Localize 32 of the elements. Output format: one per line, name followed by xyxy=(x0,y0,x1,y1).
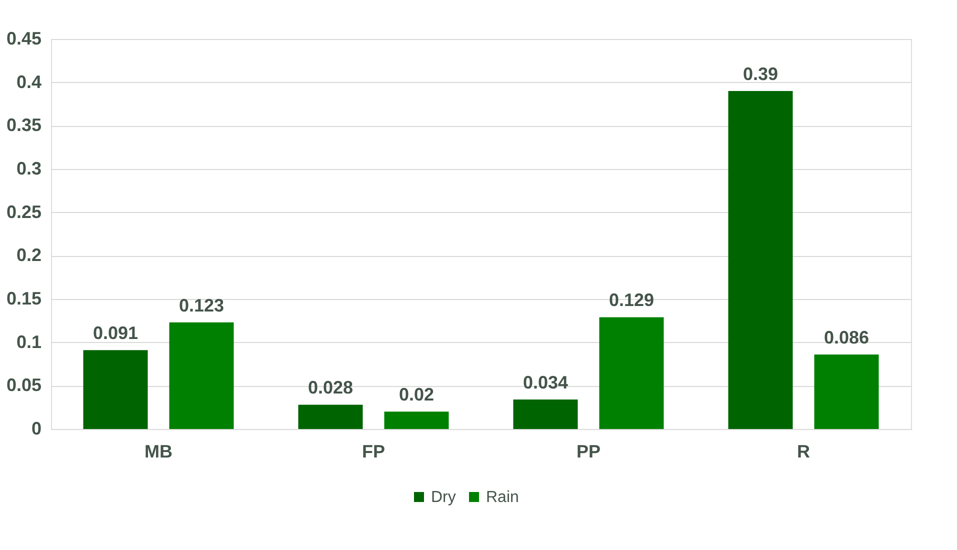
y-tick-label: 0.4 xyxy=(16,72,42,92)
data-label: 0.034 xyxy=(522,372,568,393)
x-tick-label: MB xyxy=(144,442,172,462)
y-tick-label: 0.3 xyxy=(16,158,42,178)
x-tick-label: PP xyxy=(576,442,601,462)
bar xyxy=(298,404,363,429)
y-tick-label: 0 xyxy=(31,418,42,438)
x-tick-label: FP xyxy=(362,442,386,462)
y-tick-label: 0.25 xyxy=(6,202,42,222)
x-tick-label: R xyxy=(797,442,810,462)
y-tick-label: 0.05 xyxy=(6,375,42,396)
data-label: 0.02 xyxy=(398,384,434,405)
data-label: 0.028 xyxy=(308,378,354,398)
bar xyxy=(599,317,664,429)
data-label: 0.086 xyxy=(824,327,870,348)
y-tick-label: 0.2 xyxy=(16,245,42,266)
data-label: 0.123 xyxy=(178,295,224,316)
y-tick-label: 0.15 xyxy=(6,288,42,308)
data-label: 0.129 xyxy=(608,290,654,310)
data-label: 0.39 xyxy=(742,64,778,84)
bar xyxy=(169,322,234,429)
legend-label: Dry xyxy=(431,489,456,506)
bar xyxy=(384,412,449,429)
bar xyxy=(83,350,148,429)
data-label: 0.091 xyxy=(92,323,138,344)
legend-label: Rain xyxy=(486,489,519,506)
y-tick-label: 0.1 xyxy=(16,332,42,352)
bar xyxy=(814,354,879,429)
y-tick-label: 0.35 xyxy=(6,115,42,136)
bar xyxy=(513,400,578,429)
bar xyxy=(728,91,793,429)
y-tick-label: 0.45 xyxy=(6,28,42,48)
